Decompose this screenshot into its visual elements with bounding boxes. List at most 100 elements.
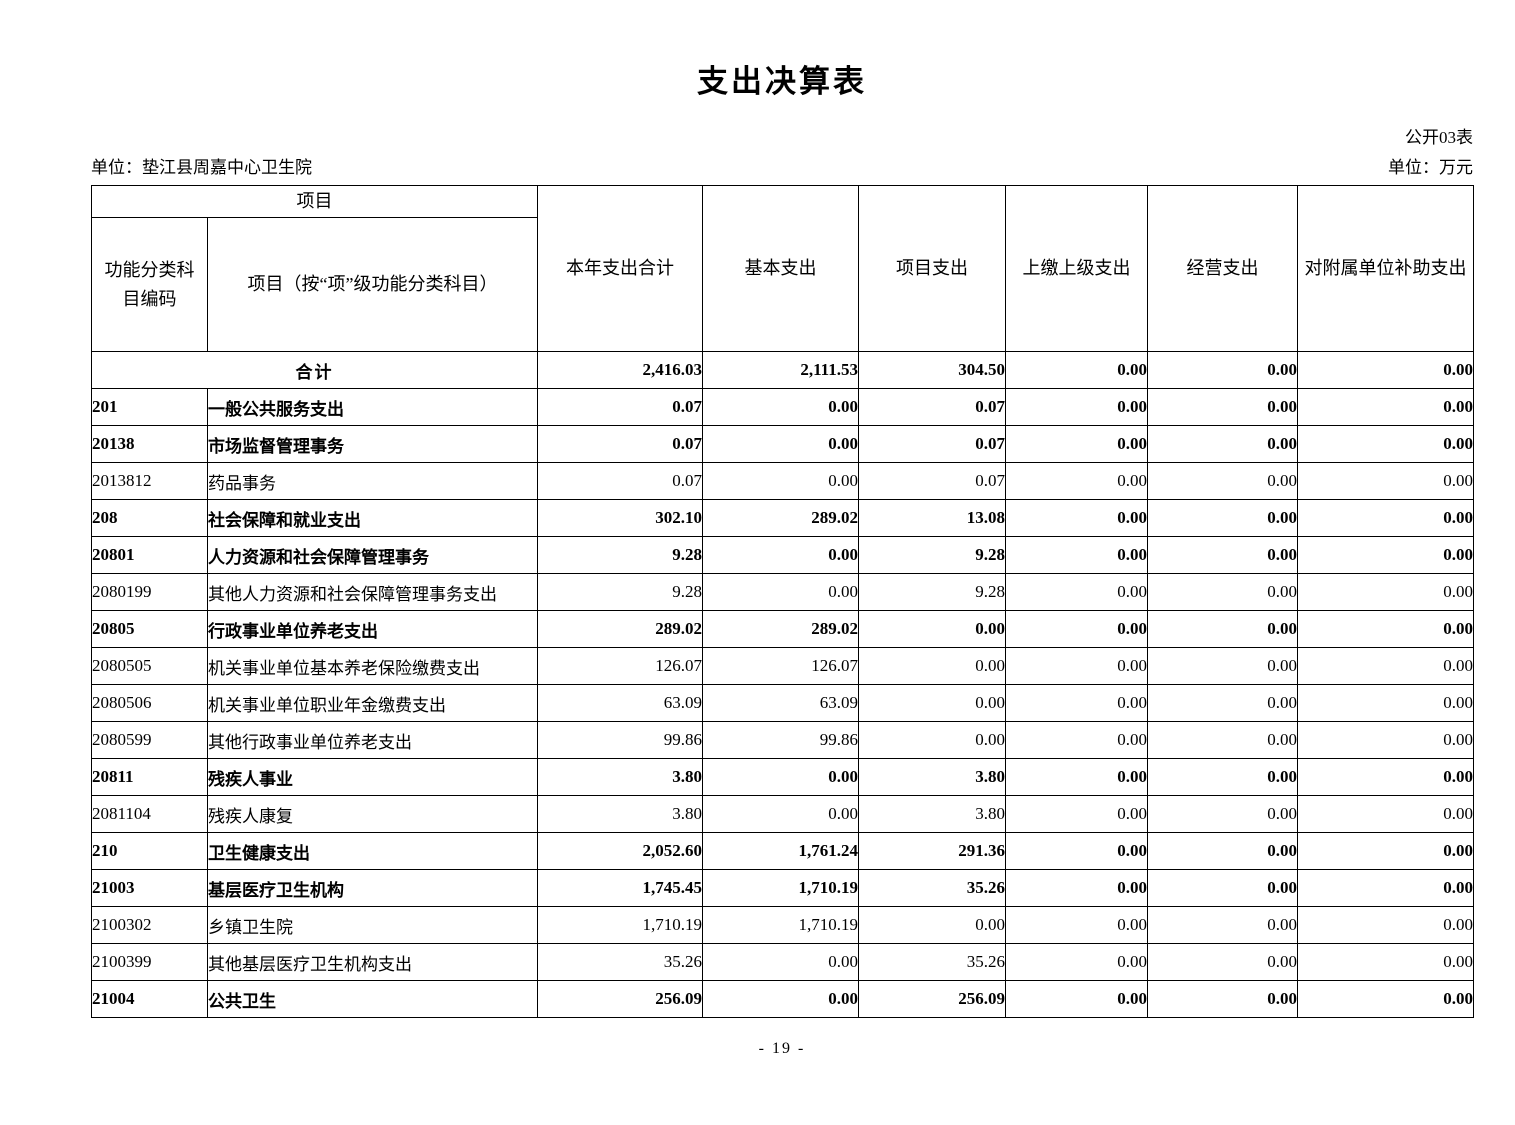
header-total-expenditure: 本年支出合计 <box>537 185 703 352</box>
row-name: 乡镇卫生院 <box>207 906 538 944</box>
row-name: 残疾人事业 <box>207 758 538 796</box>
row-subsidy-value: 0.00 <box>1297 906 1474 944</box>
row-total-value: 3.80 <box>537 758 703 796</box>
row-basic-value: 289.02 <box>702 499 859 537</box>
row-basic-value: 0.00 <box>702 795 859 833</box>
row-code: 210 <box>91 832 208 870</box>
row-name: 市场监督管理事务 <box>207 425 538 463</box>
row-name: 药品事务 <box>207 462 538 500</box>
row-code: 208 <box>91 499 208 537</box>
row-upturned-value: 0.00 <box>1005 536 1148 574</box>
row-operating-value: 0.00 <box>1147 832 1298 870</box>
row-total-value: 9.28 <box>537 573 703 611</box>
row-total-value: 99.86 <box>537 721 703 759</box>
table-row: 2100399 其他基层医疗卫生机构支出 35.26 0.00 35.26 0.… <box>91 943 1474 981</box>
row-subsidy-value: 0.00 <box>1297 795 1474 833</box>
table-row: 210 卫生健康支出 2,052.60 1,761.24 291.36 0.00… <box>91 832 1474 870</box>
row-upturned-value: 0.00 <box>1005 832 1148 870</box>
row-basic-value: 0.00 <box>702 943 859 981</box>
row-basic-value: 0.00 <box>702 536 859 574</box>
table-row: 20811 残疾人事业 3.80 0.00 3.80 0.00 0.00 0.0… <box>91 758 1474 796</box>
row-basic-value: 0.00 <box>702 980 859 1018</box>
row-subsidy-value: 0.00 <box>1297 869 1474 907</box>
row-upturned-value: 0.00 <box>1005 647 1148 685</box>
table-row: 2080599 其他行政事业单位养老支出 99.86 99.86 0.00 0.… <box>91 721 1474 759</box>
row-upturned-value: 0.00 <box>1005 721 1148 759</box>
row-name: 机关事业单位职业年金缴费支出 <box>207 684 538 722</box>
row-total-value: 1,745.45 <box>537 869 703 907</box>
row-project-value: 13.08 <box>858 499 1006 537</box>
row-subsidy-value: 0.00 <box>1297 536 1474 574</box>
row-upturned-value: 0.00 <box>1005 684 1148 722</box>
row-subsidy-value: 0.00 <box>1297 425 1474 463</box>
row-upturned-value: 0.00 <box>1005 943 1148 981</box>
row-operating-value: 0.00 <box>1147 536 1298 574</box>
row-total-value: 3.80 <box>537 795 703 833</box>
row-project-value: 304.50 <box>858 351 1006 389</box>
row-name: 公共卫生 <box>207 980 538 1018</box>
row-code: 20138 <box>91 425 208 463</box>
page-content: 支出决算表 公开03表 单位：垫江县周嘉中心卫生院 单位：万元 项目 本年支出合… <box>0 56 1515 1058</box>
row-total-value: 1,710.19 <box>537 906 703 944</box>
row-basic-value: 1,710.19 <box>702 869 859 907</box>
row-name: 卫生健康支出 <box>207 832 538 870</box>
table-row: 2013812 药品事务 0.07 0.00 0.07 0.00 0.00 0.… <box>91 462 1474 500</box>
row-operating-value: 0.00 <box>1147 573 1298 611</box>
row-project-value: 35.26 <box>858 869 1006 907</box>
row-code: 2080506 <box>91 684 208 722</box>
table-row: 20805 行政事业单位养老支出 289.02 289.02 0.00 0.00… <box>91 610 1474 648</box>
table-row: 2080199 其他人力资源和社会保障管理事务支出 9.28 0.00 9.28… <box>91 573 1474 611</box>
row-name: 其他人力资源和社会保障管理事务支出 <box>207 573 538 611</box>
row-name: 社会保障和就业支出 <box>207 499 538 537</box>
header-subsidy-expenditure: 对附属单位补助支出 <box>1297 185 1474 352</box>
table-row: 201 一般公共服务支出 0.07 0.00 0.07 0.00 0.00 0.… <box>91 388 1474 426</box>
row-code: 2100399 <box>91 943 208 981</box>
row-total-value: 63.09 <box>537 684 703 722</box>
row-operating-value: 0.00 <box>1147 684 1298 722</box>
row-upturned-value: 0.00 <box>1005 610 1148 648</box>
unit-row: 单位：垫江县周嘉中心卫生院 单位：万元 <box>91 153 1473 178</box>
row-total-value: 0.07 <box>537 388 703 426</box>
row-operating-value: 0.00 <box>1147 462 1298 500</box>
row-name: 其他基层医疗卫生机构支出 <box>207 943 538 981</box>
page-number: - 19 - <box>758 1040 806 1057</box>
row-project-value: 3.80 <box>858 795 1006 833</box>
row-name: 人力资源和社会保障管理事务 <box>207 536 538 574</box>
row-basic-value: 0.00 <box>702 758 859 796</box>
row-upturned-value: 0.00 <box>1005 462 1148 500</box>
row-basic-value: 0.00 <box>702 573 859 611</box>
row-name: 基层医疗卫生机构 <box>207 869 538 907</box>
row-code: 21003 <box>91 869 208 907</box>
row-operating-value: 0.00 <box>1147 351 1298 389</box>
row-upturned-value: 0.00 <box>1005 906 1148 944</box>
row-name: 其他行政事业单位养老支出 <box>207 721 538 759</box>
row-total-value: 0.07 <box>537 462 703 500</box>
row-total-value: 35.26 <box>537 943 703 981</box>
row-operating-value: 0.00 <box>1147 610 1298 648</box>
row-subsidy-value: 0.00 <box>1297 573 1474 611</box>
currency-unit-label: 单位：万元 <box>1388 158 1473 177</box>
row-project-value: 9.28 <box>858 536 1006 574</box>
row-operating-value: 0.00 <box>1147 906 1298 944</box>
row-code: 2081104 <box>91 795 208 833</box>
row-upturned-value: 0.00 <box>1005 425 1148 463</box>
row-name: 一般公共服务支出 <box>207 388 538 426</box>
row-subsidy-value: 0.00 <box>1297 462 1474 500</box>
row-operating-value: 0.00 <box>1147 647 1298 685</box>
row-basic-value: 0.00 <box>702 462 859 500</box>
row-project-value: 0.00 <box>858 647 1006 685</box>
row-project-value: 3.80 <box>858 758 1006 796</box>
row-subsidy-value: 0.00 <box>1297 758 1474 796</box>
row-total-value: 126.07 <box>537 647 703 685</box>
row-code: 2013812 <box>91 462 208 500</box>
row-basic-value: 0.00 <box>702 425 859 463</box>
row-name: 行政事业单位养老支出 <box>207 610 538 648</box>
row-subsidy-value: 0.00 <box>1297 721 1474 759</box>
unit-name-label: 单位：垫江县周嘉中心卫生院 <box>91 158 312 177</box>
row-code: 2100302 <box>91 906 208 944</box>
row-upturned-value: 0.00 <box>1005 388 1148 426</box>
table-body: 合计 2,416.03 2,111.53 304.50 0.00 0.00 0.… <box>91 351 1474 1018</box>
table-row: 合计 2,416.03 2,111.53 304.50 0.00 0.00 0.… <box>91 351 1474 389</box>
row-subsidy-value: 0.00 <box>1297 610 1474 648</box>
row-subsidy-value: 0.00 <box>1297 647 1474 685</box>
